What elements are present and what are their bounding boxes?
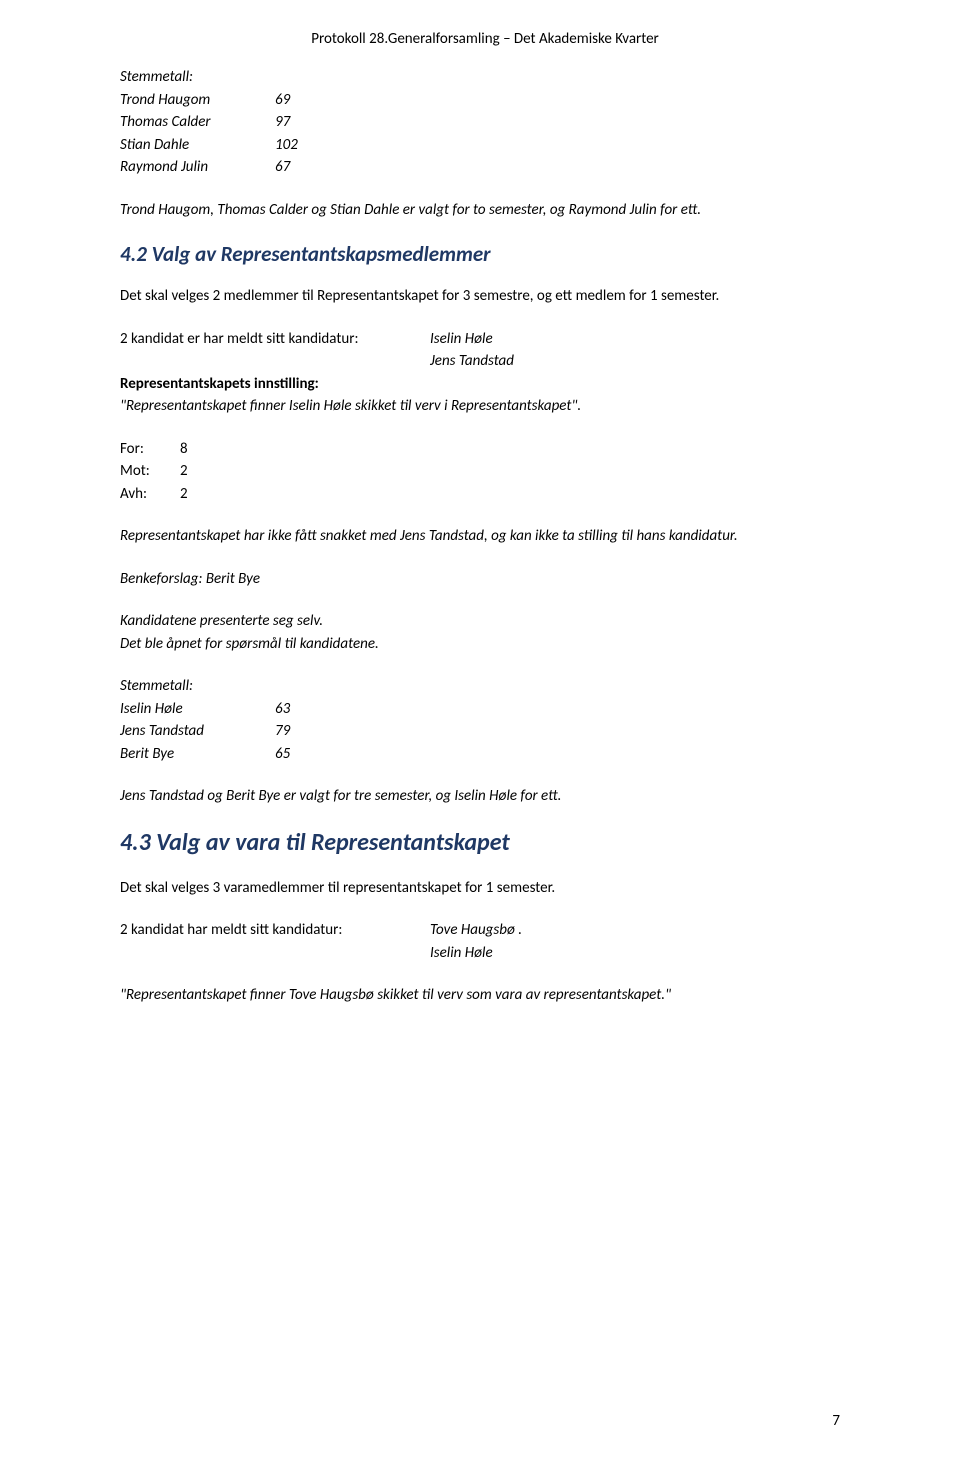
result-paragraph: Trond Haugom, Thomas Calder og Stian Dah… xyxy=(120,199,850,222)
fma-label: Mot: xyxy=(120,460,180,483)
vote-value: 67 xyxy=(275,156,290,179)
candidate-name: Jens Tandstad xyxy=(430,350,514,373)
vote-value: 65 xyxy=(275,743,290,766)
body-paragraph: Det skal velges 2 medlemmer til Represen… xyxy=(120,285,850,308)
vote-label: Stemmetall: xyxy=(120,675,850,698)
result-paragraph: Jens Tandstad og Berit Bye er valgt for … xyxy=(120,785,850,808)
vote-name: Stian Dahle xyxy=(120,134,275,157)
vote-value: 69 xyxy=(275,89,290,112)
spacer xyxy=(120,942,430,965)
section-heading-4-2: 4.2 Valg av Representantskapsmedlemmer xyxy=(120,241,850,267)
vote-name: Thomas Calder xyxy=(120,111,275,134)
candidate-intro: 2 kandidat har meldt sitt kandidatur: xyxy=(120,919,430,942)
fma-value: 2 xyxy=(180,460,188,483)
body-paragraph: Kandidatene presenterte seg selv. Det bl… xyxy=(120,610,850,655)
fma-label: Avh: xyxy=(120,483,180,506)
candidate-name: Iselin Høle xyxy=(430,942,493,965)
vote-name: Berit Bye xyxy=(120,743,275,766)
vote-tally-1: Stemmetall: Trond Haugom69 Thomas Calder… xyxy=(120,66,850,179)
candidate-intro: 2 kandidat er har meldt sitt kandidatur: xyxy=(120,328,430,351)
body-paragraph: Representantskapet har ikke fått snakket… xyxy=(120,525,850,548)
body-paragraph: Det skal velges 3 varamedlemmer til repr… xyxy=(120,877,850,900)
rep-innstilling-label: Representantskapets innstilling: xyxy=(120,375,319,393)
candidate-name: Iselin Høle xyxy=(430,328,493,351)
page-number: 7 xyxy=(832,1412,840,1430)
rep-quote: "Representantskapet finner Iselin Høle s… xyxy=(120,395,850,418)
for-mot-avh: For:8 Mot:2 Avh:2 xyxy=(120,438,850,506)
rep-quote: "Representantskapet finner Tove Haugsbø … xyxy=(120,984,850,1007)
vote-name: Raymond Julin xyxy=(120,156,275,179)
candidate-name: Tove Haugsbø . xyxy=(430,919,522,942)
vote-value: 97 xyxy=(275,111,290,134)
fma-value: 8 xyxy=(180,438,188,461)
spacer xyxy=(120,350,430,373)
vote-value: 63 xyxy=(275,698,290,721)
vote-tally-2: Stemmetall: Iselin Høle63 Jens Tandstad7… xyxy=(120,675,850,765)
benkeforslag: Benkeforslag: Berit Bye xyxy=(120,568,850,591)
vote-name: Iselin Høle xyxy=(120,698,275,721)
line: Kandidatene presenterte seg selv. xyxy=(120,610,850,633)
fma-value: 2 xyxy=(180,483,188,506)
section-heading-4-3: 4.3 Valg av vara til Representantskapet xyxy=(120,828,850,857)
page-header: Protokoll 28.Generalforsamling – Det Aka… xyxy=(120,30,850,48)
vote-label: Stemmetall: xyxy=(120,66,193,89)
vote-name: Trond Haugom xyxy=(120,89,275,112)
fma-label: For: xyxy=(120,438,180,461)
vote-name: Jens Tandstad xyxy=(120,720,275,743)
vote-value: 79 xyxy=(275,720,290,743)
line: Det ble åpnet for spørsmål til kandidate… xyxy=(120,633,850,656)
vote-value: 102 xyxy=(275,134,298,157)
